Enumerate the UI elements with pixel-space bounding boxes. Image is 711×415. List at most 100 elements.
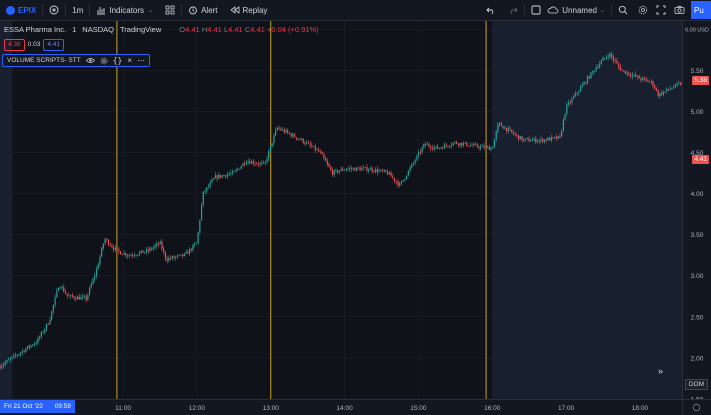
price-chart[interactable] bbox=[0, 21, 683, 399]
candle-body bbox=[256, 163, 258, 165]
buy-button[interactable]: 4.41 bbox=[43, 39, 64, 51]
candle-body bbox=[569, 102, 571, 104]
eye-icon[interactable] bbox=[85, 57, 95, 64]
candle-body bbox=[14, 355, 17, 356]
candle-body bbox=[483, 145, 485, 148]
symbol-name[interactable]: ESSA Pharma Inc. bbox=[4, 25, 67, 34]
candle-body bbox=[616, 60, 618, 64]
candle-body bbox=[626, 72, 628, 74]
candle-body bbox=[228, 174, 230, 175]
candle-body bbox=[47, 323, 49, 325]
grid-icon bbox=[165, 5, 175, 15]
candle-body bbox=[80, 297, 82, 300]
replay-label: Replay bbox=[242, 5, 268, 15]
candle-body bbox=[659, 93, 661, 97]
candle-body bbox=[199, 220, 201, 233]
candle-body bbox=[535, 138, 537, 143]
candle-body bbox=[445, 144, 447, 146]
source-code-icon[interactable]: {} bbox=[112, 56, 123, 65]
candle-body bbox=[416, 155, 418, 161]
candle-body bbox=[238, 168, 241, 170]
snapshot-button[interactable] bbox=[670, 0, 689, 20]
candle-body bbox=[414, 160, 416, 163]
candle-body bbox=[502, 126, 504, 129]
candle-body bbox=[635, 74, 637, 77]
candle-body bbox=[159, 241, 161, 245]
candle-body bbox=[471, 145, 473, 147]
candle-body bbox=[314, 146, 316, 151]
more-icon[interactable]: ⋯ bbox=[137, 56, 145, 65]
candle-body bbox=[163, 248, 165, 252]
sell-button[interactable]: 4.38 bbox=[4, 39, 25, 51]
candle-body bbox=[297, 138, 299, 140]
candle-body bbox=[499, 123, 501, 125]
candle-body bbox=[130, 255, 132, 257]
candle-body bbox=[35, 343, 37, 344]
candle-body bbox=[399, 183, 401, 186]
candle-body bbox=[643, 77, 645, 79]
candle-body bbox=[275, 130, 277, 136]
candle-body bbox=[342, 168, 344, 171]
candle-body bbox=[76, 296, 79, 300]
search-button[interactable] bbox=[612, 0, 634, 20]
candle-body bbox=[180, 254, 182, 256]
candle-body bbox=[64, 291, 67, 294]
candle-body bbox=[666, 88, 668, 92]
candle-body bbox=[75, 298, 77, 300]
candle-body bbox=[383, 170, 385, 172]
candle-body bbox=[271, 143, 273, 146]
candle-body bbox=[106, 239, 108, 240]
candle-body bbox=[435, 146, 437, 148]
candle-body bbox=[624, 70, 627, 74]
candle-body bbox=[629, 74, 632, 77]
settings-button[interactable] bbox=[634, 0, 652, 20]
candle-body bbox=[545, 139, 547, 141]
settings-gear-icon[interactable] bbox=[100, 57, 108, 65]
indicators-button[interactable]: Indicators ⌄ bbox=[90, 0, 159, 20]
compare-button[interactable] bbox=[43, 0, 65, 20]
candle-body bbox=[648, 81, 651, 83]
candle-body bbox=[147, 249, 149, 252]
axis-corner bbox=[682, 399, 711, 415]
undo-button[interactable] bbox=[480, 0, 502, 20]
candle-body bbox=[523, 139, 525, 141]
candle-body bbox=[321, 152, 323, 155]
candle-body bbox=[166, 258, 168, 261]
candle-body bbox=[356, 167, 358, 171]
candle-body bbox=[488, 146, 490, 150]
replay-button[interactable]: Replay bbox=[224, 0, 274, 20]
alert-button[interactable]: Alert bbox=[182, 0, 223, 20]
interval-button[interactable]: 1m bbox=[72, 5, 84, 15]
scroll-to-realtime-button[interactable]: » bbox=[658, 366, 663, 376]
templates-button[interactable] bbox=[159, 0, 181, 20]
candle-body bbox=[211, 180, 213, 183]
candle-body bbox=[547, 137, 549, 141]
price-tag-high: 5.38 bbox=[692, 75, 709, 85]
candle-body bbox=[245, 162, 247, 165]
candle-body bbox=[376, 169, 378, 173]
publish-button[interactable]: Pu bbox=[691, 1, 711, 19]
candle-body bbox=[619, 66, 621, 71]
candle-body bbox=[431, 148, 434, 150]
symbol-search-button[interactable]: EPIX bbox=[0, 0, 42, 20]
close-icon[interactable]: × bbox=[127, 56, 132, 65]
candle-body bbox=[71, 295, 73, 297]
candle-body bbox=[20, 352, 22, 355]
candle-body bbox=[311, 145, 313, 147]
candle-body bbox=[430, 146, 432, 149]
time-axis[interactable]: 11:00 12:00 13:00 14:00 15:00 16:00 17:00 18:00 bbox=[0, 399, 683, 415]
candle-body bbox=[440, 147, 442, 149]
layout-select-button[interactable]: Unnamed ⌄ bbox=[525, 0, 611, 20]
indicator-legend[interactable]: VOLUME SCRIPTS- STT {} × ⋯ bbox=[2, 54, 150, 67]
settings-gear-icon[interactable] bbox=[692, 403, 701, 412]
redo-button[interactable] bbox=[502, 0, 524, 20]
time-axis-tick: 18:00 bbox=[632, 405, 649, 412]
candle-body bbox=[600, 60, 602, 65]
price-axis-tick: 5.00 bbox=[691, 109, 704, 116]
candle-body bbox=[235, 169, 237, 172]
dom-button[interactable]: DOM bbox=[684, 379, 708, 390]
price-axis[interactable]: 6.00 USD 5.50 5.00 4.50 4.00 3.50 3.00 2.50 2.00… bbox=[682, 21, 711, 399]
candle-body bbox=[468, 146, 470, 147]
fullscreen-button[interactable] bbox=[652, 0, 670, 20]
time-text: 09:59 bbox=[54, 403, 71, 410]
